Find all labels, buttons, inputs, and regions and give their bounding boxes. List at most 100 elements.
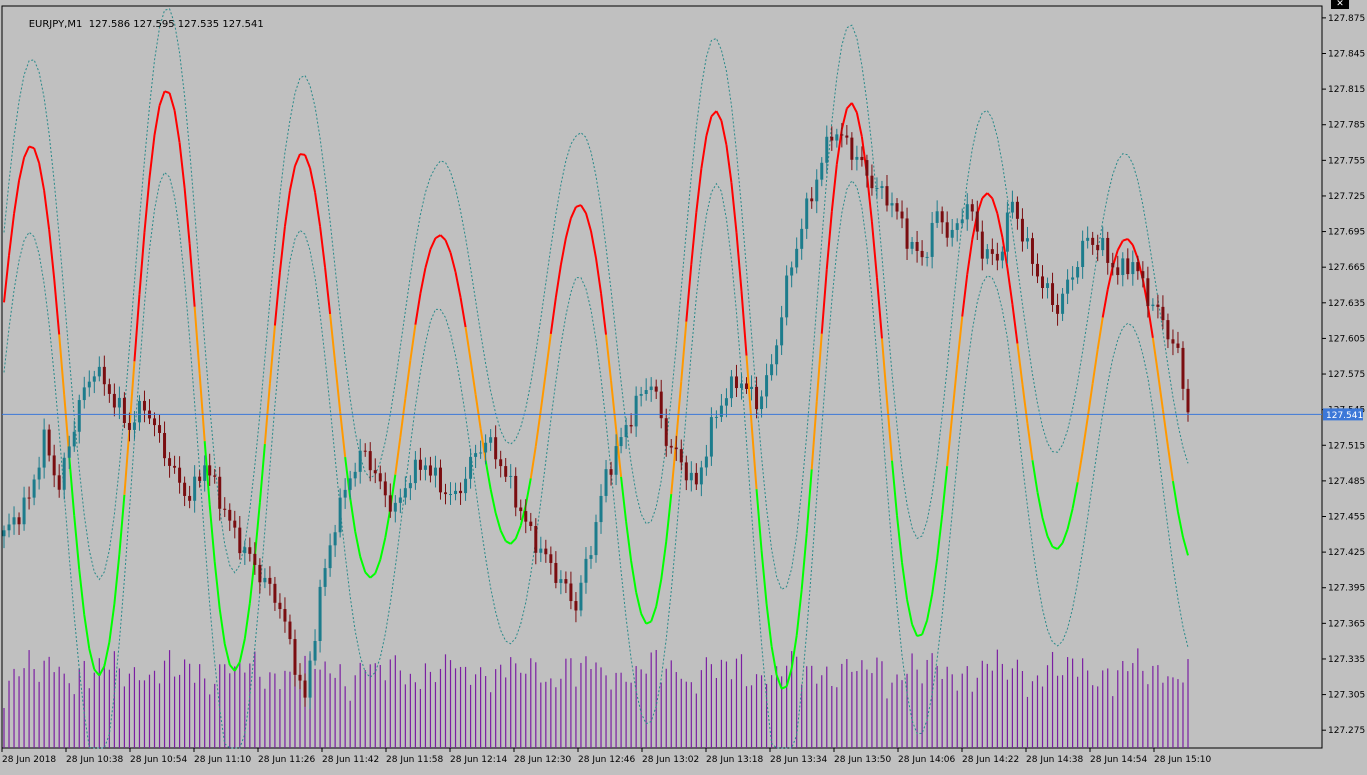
oscillator-segment (324, 267, 332, 315)
candle-body (584, 558, 588, 583)
candle-body (363, 450, 367, 452)
candle-body (594, 522, 598, 556)
candle-body (494, 437, 498, 460)
candle-body (745, 383, 749, 389)
candle-body (423, 465, 427, 470)
oscillator-segment (926, 594, 934, 621)
oscillator-segment (13, 180, 21, 214)
candle-body (905, 218, 909, 249)
oscillator-segment (354, 531, 362, 557)
candle-body (1066, 279, 1070, 294)
x-axis-label: 28 Jun 10:54 (130, 755, 187, 765)
oscillator-segment (1021, 383, 1029, 424)
candle-body (1020, 218, 1024, 242)
oscillator-segment (1146, 306, 1154, 339)
oscillator-segment (941, 466, 949, 515)
oscillator-segment (283, 190, 291, 227)
candle-body (428, 465, 432, 476)
oscillator-segment (238, 638, 246, 663)
candle-body (348, 478, 352, 490)
candle-body (785, 275, 789, 318)
candle-body (1035, 263, 1039, 277)
x-axis-label: 28 Jun 14:38 (1026, 755, 1083, 765)
candle-body (97, 366, 101, 377)
candle-body (228, 509, 232, 521)
oscillator-segment (901, 562, 909, 600)
oscillator-segment (459, 297, 467, 328)
candle-body (674, 447, 678, 450)
oscillator-segment (976, 197, 984, 215)
candle-body (975, 211, 979, 232)
oscillator-segment (394, 436, 402, 475)
oscillator-segment (505, 540, 512, 545)
lower-band-line (3, 171, 1189, 749)
oscillator-segment (775, 674, 783, 690)
candle-body (37, 467, 41, 480)
candle-body (820, 162, 824, 180)
oscillator-segment (610, 380, 618, 430)
candle-body (418, 459, 422, 470)
oscillator-segment (208, 504, 216, 563)
oscillator-segment (128, 361, 136, 430)
x-axis-label: 28 Jun 12:14 (450, 755, 507, 765)
oscillator-segment (896, 515, 904, 563)
oscillator-segment (1176, 511, 1184, 538)
oscillator-segment (645, 620, 652, 625)
candle-body (539, 548, 543, 553)
symbol-ohlc-label: EURJPY,M1 127.586 127.595 127.535 127.54… (16, 8, 264, 41)
oscillator-segment (855, 112, 863, 138)
oscillator-segment (288, 165, 296, 191)
candle-body (514, 475, 518, 508)
oscillator-segment (419, 267, 427, 294)
candle-body (980, 231, 984, 259)
oscillator-segment (625, 521, 633, 562)
oscillator-segment (449, 252, 457, 273)
y-axis-label: 127.575 (1328, 370, 1365, 380)
candle-body (283, 609, 287, 622)
oscillator-segment (1086, 383, 1094, 419)
candle-body (654, 386, 658, 392)
candle-body (1146, 278, 1150, 307)
candle-body (920, 250, 924, 258)
candle-body (1025, 238, 1029, 242)
candle-body (609, 469, 613, 475)
oscillator-segment (1101, 289, 1109, 318)
oscillator-segment (690, 212, 698, 265)
x-axis-label: 28 Jun 13:50 (834, 755, 891, 765)
candle-body (554, 562, 558, 583)
x-axis-label: 28 Jun 14:22 (962, 755, 1019, 765)
candle-body (699, 467, 703, 485)
oscillator-segment (1061, 528, 1069, 544)
oscillator-segment (1131, 244, 1139, 260)
oscillator-segment (48, 229, 56, 279)
y-axis-label: 127.515 (1328, 441, 1365, 451)
oscillator-segment (83, 614, 91, 650)
oscillator-segment (113, 553, 121, 605)
candle-body (955, 223, 959, 230)
oscillator-segment (795, 589, 803, 636)
oscillator-segment (173, 110, 181, 143)
oscillator-segment (700, 135, 708, 169)
oscillator-segment (585, 212, 592, 232)
y-axis-label: 127.455 (1328, 512, 1365, 522)
candle-body (17, 517, 21, 525)
oscillator-segment (319, 226, 327, 268)
candle-body (52, 455, 56, 476)
y-axis-label: 127.335 (1328, 655, 1365, 665)
y-axis-label: 127.845 (1328, 49, 1365, 59)
close-chart-button[interactable]: ✕ (1331, 0, 1349, 9)
oscillator-segment (825, 211, 833, 270)
oscillator-segment (63, 394, 71, 457)
candle-body (378, 473, 382, 482)
oscillator-segment (258, 443, 266, 503)
oscillator-segment (464, 326, 472, 361)
candle-body (454, 490, 458, 495)
oscillator-segment (444, 239, 452, 253)
oscillator-segment (660, 541, 668, 580)
candle-body (383, 481, 387, 496)
candle-body (845, 135, 849, 138)
oscillator-segment (805, 469, 813, 534)
oscillator-segment (921, 619, 929, 635)
